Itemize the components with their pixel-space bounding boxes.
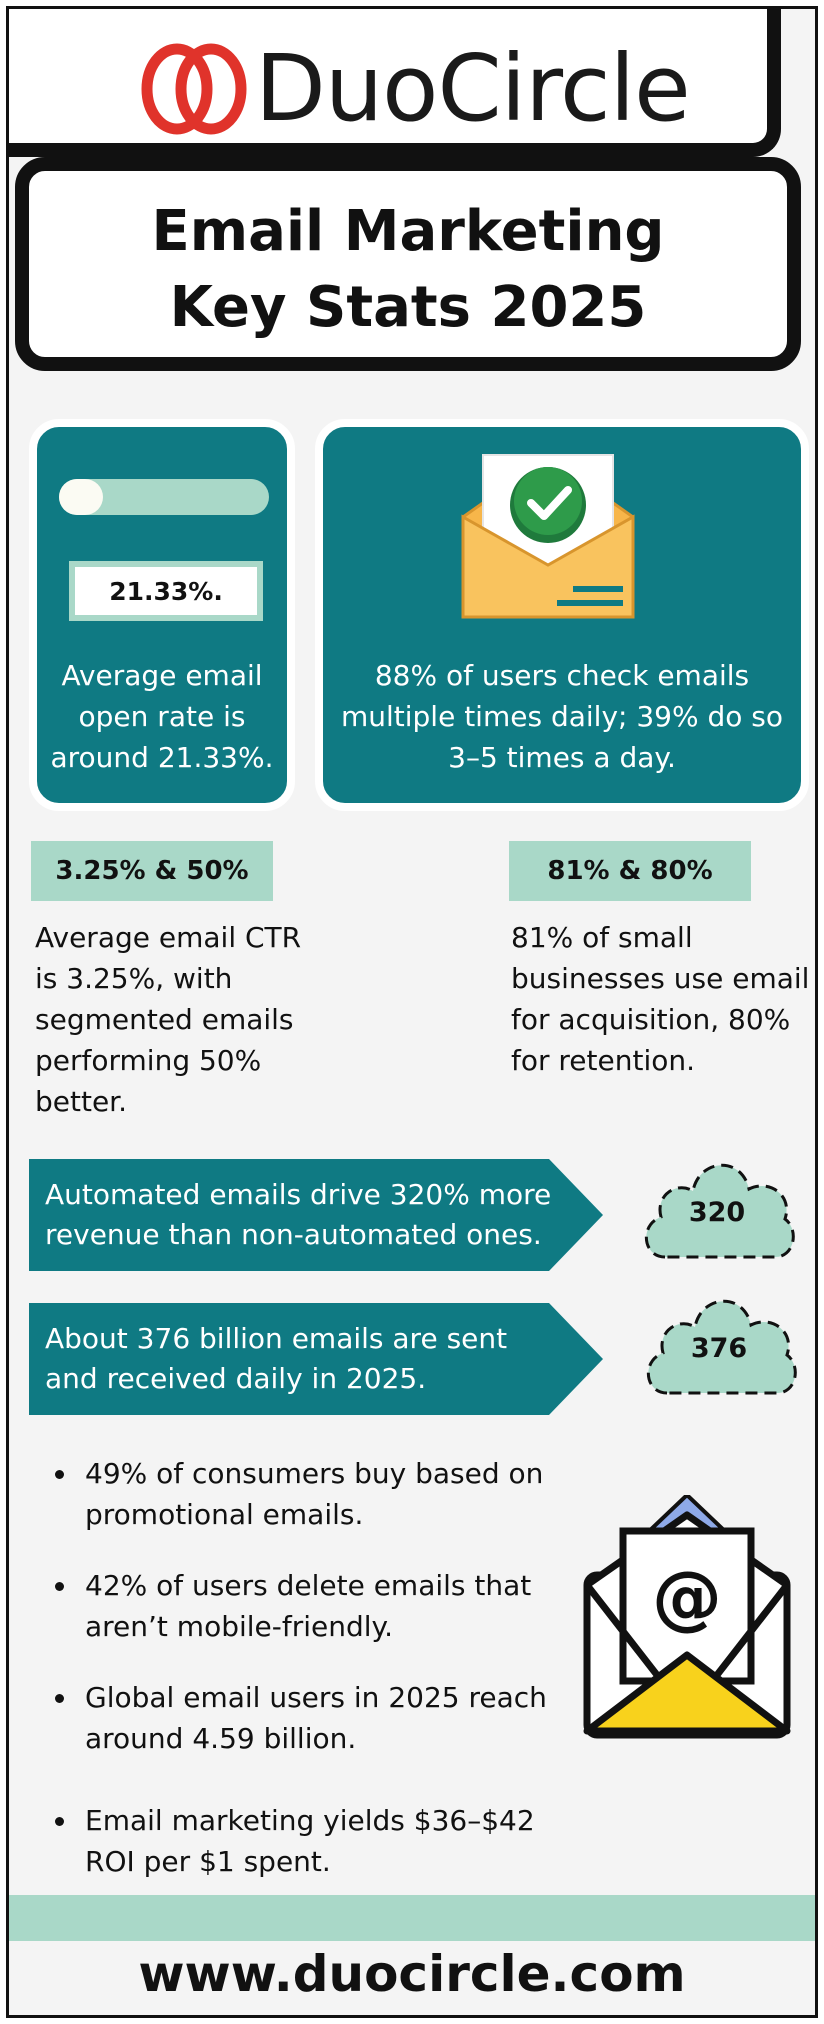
list-item: Email marketing yields $36–$42 ROI per $… [49,1800,559,1882]
check-emails-card: 88% of users check emails multiple times… [315,419,809,811]
open-rate-progress-bar [59,479,269,515]
email-volume-text: About 376 billion emails are sent and re… [45,1322,508,1395]
ctr-text: Average email CTR is 3.25%, with segment… [35,921,302,1118]
email-volume-banner: About 376 billion emails are sent and re… [29,1303,603,1415]
svg-text:@: @ [652,1556,722,1638]
stats-bullet-list: 49% of consumers buy based on promotiona… [49,1453,559,1882]
footer-band [9,1895,815,1941]
list-item: 42% of users delete emails that aren’t m… [49,1565,559,1647]
check-emails-text: 88% of users check emails multiple times… [340,659,784,774]
footer-url: www.duocircle.com [138,1945,686,2003]
cloud-icon: 376 [639,1281,799,1399]
small-business-badge: 81% & 80% [509,841,751,901]
infographic-frame: DuoCircle Email Marketing Key Stats 2025… [6,6,818,2018]
brand-name: DuoCircle [255,35,691,142]
open-rate-text: Average email open rate is around 21.33%… [50,659,274,774]
small-business-text: 81% of small businesses use email for ac… [511,921,810,1077]
ctr-badge: 3.25% & 50% [31,841,273,901]
open-rate-card: 21.33%. Average email open rate is aroun… [29,419,295,811]
logo-header: DuoCircle [9,9,781,157]
title-line-1: Email Marketing [151,199,665,264]
envelope-check-icon [461,454,635,619]
title-box: Email Marketing Key Stats 2025 [15,157,801,371]
progress-knob [59,479,103,515]
list-item: Global email users in 2025 reach around … [49,1677,559,1759]
automated-emails-text: Automated emails drive 320% more revenue… [45,1178,552,1251]
list-item: 49% of consumers buy based on promotiona… [49,1453,559,1535]
brand-logo: DuoCircle [139,35,691,142]
automated-emails-banner: Automated emails drive 320% more revenue… [29,1159,603,1271]
envelope-at-icon: @ [583,1495,791,1739]
cloud-value-376: 376 [690,1333,748,1364]
title-line-2: Key Stats 2025 [169,275,647,340]
interlocking-rings-icon [139,39,251,139]
cloud-icon: 320 [637,1145,797,1263]
open-rate-badge: 21.33%. [69,561,263,621]
cloud-value-320: 320 [688,1197,746,1228]
